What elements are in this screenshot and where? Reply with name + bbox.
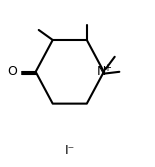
Text: I⁻: I⁻	[65, 144, 75, 157]
Text: +: +	[103, 63, 111, 73]
Text: N: N	[97, 65, 106, 78]
Text: O: O	[7, 65, 17, 78]
